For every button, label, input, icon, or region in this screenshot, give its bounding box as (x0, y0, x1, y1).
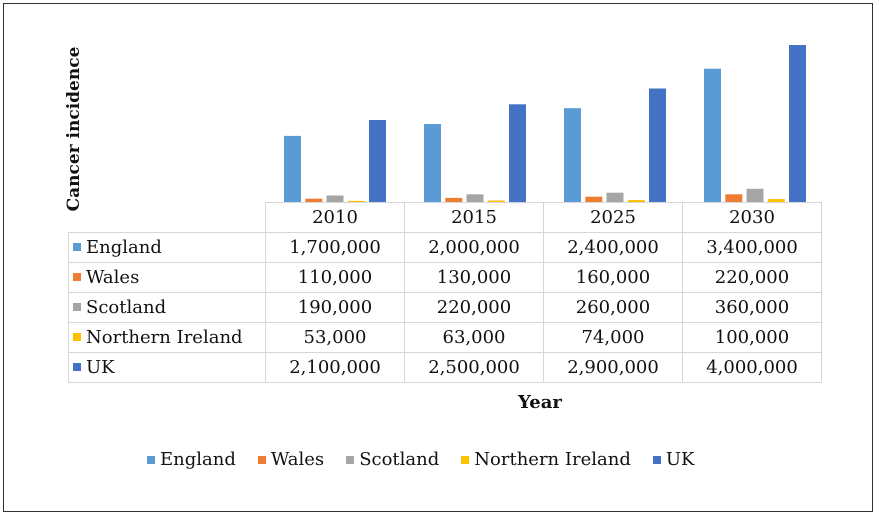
bar-northern-ireland-2030 (767, 199, 785, 204)
data-cell: 160,000 (543, 262, 683, 293)
series-name: England (86, 237, 162, 258)
category-label: 2025 (543, 202, 683, 233)
data-cell: 53,000 (265, 322, 405, 353)
data-cell: 63,000 (404, 322, 544, 353)
series-label: Northern Ireland (68, 322, 266, 353)
bar-scotland-2015 (466, 194, 484, 203)
data-table-corner (68, 202, 266, 233)
legend-item: UK (652, 449, 695, 470)
bar-uk-2030 (789, 45, 806, 203)
legend-key-icon (73, 273, 81, 281)
data-cell: 4,000,000 (682, 352, 822, 383)
bar-wales-2030 (725, 194, 743, 203)
legend-item: Scotland (346, 449, 439, 470)
data-table-header-row: 2010 2015 2025 2030 (68, 202, 822, 233)
series-name: Northern Ireland (86, 327, 243, 348)
chart-frame (3, 3, 873, 512)
bar-england-2015 (424, 124, 441, 203)
bar-wales-2015 (445, 197, 463, 203)
data-cell: 220,000 (682, 262, 822, 293)
data-cell: 2,100,000 (265, 352, 405, 383)
data-cell: 3,400,000 (682, 232, 822, 263)
bar-northern-ireland-2015 (487, 200, 505, 203)
bar-wales-2025 (585, 196, 603, 203)
data-cell: 2,900,000 (543, 352, 683, 383)
bar-scotland-2010 (326, 195, 344, 203)
data-cell: 130,000 (404, 262, 544, 293)
data-table: 2010 2015 2025 2030 England 1,700,000 2,… (68, 202, 822, 383)
bar-england-2030 (704, 68, 721, 203)
data-cell: 74,000 (543, 322, 683, 353)
data-table-row: Wales 110,000 130,000 160,000 220,000 (68, 262, 822, 293)
bar-scotland-2030 (746, 188, 764, 203)
data-cell: 260,000 (543, 292, 683, 323)
legend-key-icon (73, 303, 81, 311)
bar-wales-2010 (305, 198, 323, 203)
data-cell: 1,700,000 (265, 232, 405, 263)
bar-england-2010 (284, 135, 301, 203)
series-label: Scotland (68, 292, 266, 323)
legend-key-icon (652, 455, 661, 464)
legend: England Wales Scotland Northern Ireland … (147, 449, 694, 470)
legend-key-icon (73, 333, 81, 341)
category-label: 2030 (682, 202, 822, 233)
series-label: Wales (68, 262, 266, 293)
data-cell: 100,000 (682, 322, 822, 353)
series-label: England (68, 232, 266, 263)
data-cell: 110,000 (265, 262, 405, 293)
data-table-row: England 1,700,000 2,000,000 2,400,000 3,… (68, 232, 822, 263)
legend-item: Wales (257, 449, 325, 470)
data-cell: 2,400,000 (543, 232, 683, 263)
bar-uk-2025 (649, 88, 666, 203)
category-label: 2015 (404, 202, 544, 233)
data-table-row: UK 2,100,000 2,500,000 2,900,000 4,000,0… (68, 352, 822, 383)
bar-scotland-2025 (606, 192, 624, 203)
legend-label: Northern Ireland (474, 449, 631, 470)
legend-key-icon (461, 455, 470, 464)
bar-england-2025 (564, 108, 581, 203)
data-cell: 2,500,000 (404, 352, 544, 383)
data-cell: 190,000 (265, 292, 405, 323)
bar-northern-ireland-2025 (627, 200, 645, 203)
bar-northern-ireland-2010 (347, 200, 365, 203)
legend-label: Wales (270, 449, 325, 470)
legend-key-icon (73, 363, 81, 371)
series-label: UK (68, 352, 266, 383)
legend-key-icon (346, 455, 355, 464)
legend-item: England (147, 449, 236, 470)
legend-key-icon (257, 455, 266, 464)
data-cell: 220,000 (404, 292, 544, 323)
x-axis-label: Year (518, 392, 562, 413)
data-table-row: Scotland 190,000 220,000 260,000 360,000 (68, 292, 822, 323)
legend-label: Scotland (359, 449, 440, 470)
data-cell: 360,000 (682, 292, 822, 323)
legend-label: England (160, 449, 236, 470)
data-cell: 2,000,000 (404, 232, 544, 263)
bar-uk-2015 (509, 104, 526, 204)
category-label: 2010 (265, 202, 405, 233)
bar-uk-2010 (369, 120, 386, 203)
series-name: Wales (86, 267, 140, 288)
series-name: Scotland (86, 297, 167, 318)
legend-label: UK (665, 449, 695, 470)
legend-key-icon (73, 243, 81, 251)
legend-item: Northern Ireland (461, 449, 631, 470)
series-name: UK (86, 357, 115, 378)
data-table-row: Northern Ireland 53,000 63,000 74,000 10… (68, 322, 822, 353)
legend-key-icon (147, 455, 155, 464)
